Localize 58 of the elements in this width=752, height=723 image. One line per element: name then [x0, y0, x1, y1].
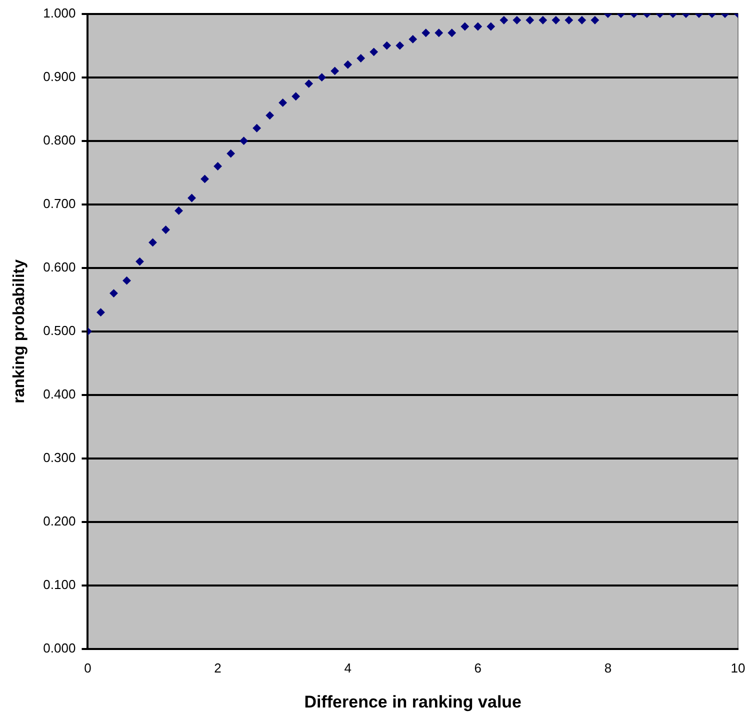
- point: [162, 226, 170, 234]
- point: [538, 16, 547, 24]
- point: [148, 238, 157, 246]
- point: [408, 35, 417, 44]
- point: [330, 66, 339, 75]
- y-axis-title: ranking probability: [11, 259, 28, 404]
- y-tick-label: 0.400: [43, 386, 76, 402]
- x-tick-label: 2: [214, 660, 222, 676]
- point: [564, 16, 573, 24]
- point: [226, 150, 235, 158]
- point: [512, 16, 521, 24]
- point: [448, 28, 456, 37]
- point: [382, 42, 391, 50]
- x-tick-label: 8: [604, 660, 612, 676]
- point: [292, 92, 300, 100]
- y-tick-label: 0.500: [43, 322, 76, 338]
- point: [422, 28, 430, 37]
- point: [434, 28, 443, 37]
- y-tick-label: 0.600: [43, 259, 76, 274]
- point: [266, 111, 274, 120]
- x-tick-label: 4: [344, 660, 352, 676]
- point: [396, 42, 404, 50]
- point: [526, 16, 534, 24]
- point: [240, 136, 248, 145]
- y-tick-label: 0.000: [43, 640, 76, 656]
- point: [474, 22, 482, 31]
- x-tick-label: 10: [730, 660, 746, 676]
- y-tick-label: 1.000: [43, 5, 76, 20]
- point: [318, 73, 326, 82]
- point: [174, 206, 183, 215]
- x-tick-label: 0: [84, 660, 92, 676]
- y-tick-label: 0.100: [43, 577, 76, 592]
- point: [344, 60, 352, 69]
- point: [278, 98, 287, 107]
- point: [188, 194, 196, 202]
- y-tick-label: 0.700: [43, 196, 76, 211]
- point: [304, 80, 313, 88]
- point: [590, 16, 599, 24]
- point: [122, 276, 131, 285]
- y-tick-label: 0.900: [43, 68, 76, 84]
- point: [578, 16, 586, 24]
- point: [552, 16, 560, 24]
- point: [460, 22, 469, 31]
- x-axis-title: Difference in ranking value: [304, 692, 522, 712]
- point: [214, 162, 222, 170]
- point: [136, 258, 144, 266]
- y-tick-label: 0.800: [43, 132, 76, 148]
- point: [200, 174, 209, 183]
- y-tick-label: 0.300: [43, 450, 76, 466]
- point: [110, 289, 118, 298]
- point: [356, 54, 365, 62]
- y-tick-label: 0.200: [43, 514, 76, 529]
- point: [370, 48, 378, 56]
- x-tick-label: 6: [474, 660, 482, 676]
- point: [500, 16, 508, 24]
- point: [252, 124, 261, 132]
- point: [486, 22, 495, 31]
- point: [96, 308, 105, 316]
